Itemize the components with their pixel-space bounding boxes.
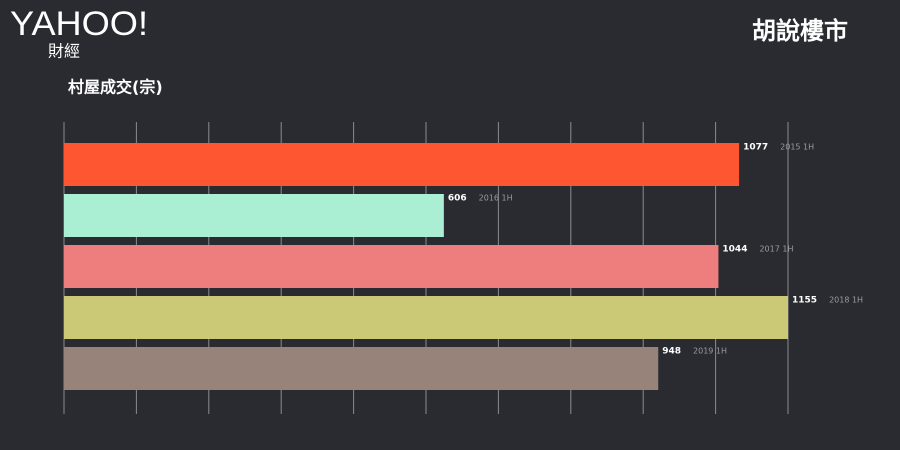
bar [64,143,740,186]
bar [64,194,444,237]
value-label: 948 [662,347,681,357]
value-label: 1044 [722,245,747,255]
bar [64,245,719,288]
logo-sub: 財經 [48,42,80,61]
category-label: 2016 1H [479,194,513,203]
chart-title: 村屋成交(宗) [68,78,163,97]
brand: 胡說樓市 [752,17,848,45]
logo: YAHOO! [10,5,148,43]
value-label: 606 [448,194,467,204]
value-label: 1077 [743,143,768,153]
category-label: 2018 1H [829,296,863,305]
category-label: 2017 1H [759,245,793,254]
category-label: 2015 1H [780,143,814,152]
value-label: 1155 [792,296,817,306]
bar [64,347,659,390]
bar [64,296,788,339]
category-label: 2019 1H [693,347,727,356]
